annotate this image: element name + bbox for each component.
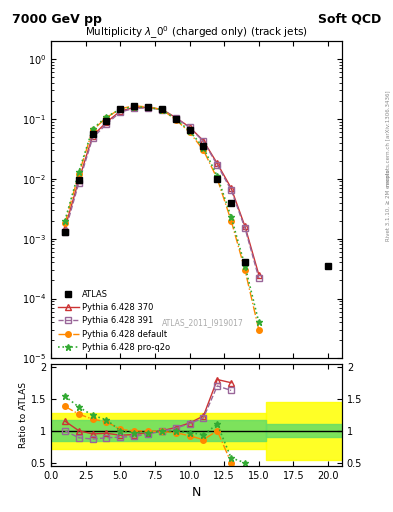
Pythia 6.428 default [215,176,220,182]
Pythia 6.428 default [201,147,206,153]
Pythia 6.428 391 [229,187,233,193]
Pythia 6.428 391 [76,180,81,186]
ATLAS [173,116,178,122]
Line: ATLAS: ATLAS [62,103,331,269]
Pythia 6.428 default [229,218,233,224]
Pythia 6.428 pro-q2o [229,214,233,220]
Pythia 6.428 370 [62,225,67,231]
X-axis label: N: N [192,486,201,499]
Pythia 6.428 pro-q2o [90,126,95,132]
Pythia 6.428 370 [173,115,178,121]
Pythia 6.428 default [242,267,247,273]
Pythia 6.428 pro-q2o [62,218,67,224]
Pythia 6.428 pro-q2o [132,103,136,110]
Pythia 6.428 370 [104,119,109,125]
Pythia 6.428 default [104,115,109,121]
Pythia 6.428 default [62,220,67,226]
Pythia 6.428 370 [201,138,206,144]
Pythia 6.428 pro-q2o [215,173,220,179]
ATLAS [62,229,67,235]
Text: 7000 GeV pp: 7000 GeV pp [12,13,102,26]
Line: Pythia 6.428 370: Pythia 6.428 370 [62,104,262,278]
Pythia 6.428 370 [132,104,136,111]
ATLAS [118,106,123,112]
Pythia 6.428 391 [173,115,178,121]
Pythia 6.428 default [146,104,151,110]
ATLAS [132,103,136,109]
Pythia 6.428 391 [201,138,206,144]
Pythia 6.428 370 [90,133,95,139]
Y-axis label: Ratio to ATLAS: Ratio to ATLAS [19,382,28,447]
Text: mcplots.cern.ch [arXiv:1306.3436]: mcplots.cern.ch [arXiv:1306.3436] [386,91,391,186]
Pythia 6.428 370 [76,177,81,183]
Pythia 6.428 391 [160,106,164,113]
Pythia 6.428 391 [104,121,109,127]
ATLAS [242,260,247,266]
Pythia 6.428 391 [90,135,95,141]
Pythia 6.428 default [90,127,95,133]
Pythia 6.428 370 [257,271,261,278]
Pythia 6.428 pro-q2o [257,319,261,326]
Text: ATLAS_2011_I919017: ATLAS_2011_I919017 [162,317,243,327]
Line: Pythia 6.428 391: Pythia 6.428 391 [62,105,262,281]
ATLAS [187,127,192,133]
Pythia 6.428 default [173,117,178,123]
ATLAS [326,263,331,269]
Pythia 6.428 pro-q2o [242,263,247,269]
Pythia 6.428 default [118,105,123,112]
Pythia 6.428 pro-q2o [104,114,109,120]
Pythia 6.428 391 [215,162,220,168]
Title: Multiplicity $\lambda\_0^0$ (charged only) (track jets): Multiplicity $\lambda\_0^0$ (charged onl… [85,25,308,41]
Pythia 6.428 pro-q2o [173,116,178,122]
Pythia 6.428 default [132,103,136,109]
Pythia 6.428 391 [187,124,192,131]
Line: Pythia 6.428 pro-q2o: Pythia 6.428 pro-q2o [61,103,262,326]
Pythia 6.428 pro-q2o [76,169,81,175]
Line: Pythia 6.428 default: Pythia 6.428 default [62,103,262,333]
ATLAS [146,103,151,110]
Pythia 6.428 391 [242,225,247,231]
ATLAS [201,143,206,149]
Pythia 6.428 pro-q2o [187,128,192,134]
Pythia 6.428 391 [118,109,123,115]
Pythia 6.428 default [257,327,261,333]
Pythia 6.428 pro-q2o [201,144,206,151]
ATLAS [76,177,81,183]
Pythia 6.428 391 [257,275,261,281]
Pythia 6.428 default [76,171,81,177]
Pythia 6.428 391 [132,105,136,112]
Pythia 6.428 370 [146,104,151,111]
Pythia 6.428 370 [242,223,247,229]
Pythia 6.428 pro-q2o [160,106,164,113]
Pythia 6.428 pro-q2o [146,104,151,111]
ATLAS [229,200,233,206]
Pythia 6.428 370 [187,124,192,130]
Pythia 6.428 370 [118,108,123,114]
ATLAS [104,118,109,124]
Pythia 6.428 391 [146,105,151,111]
Pythia 6.428 391 [62,229,67,235]
Text: Rivet 3.1.10, ≥ 2M events: Rivet 3.1.10, ≥ 2M events [386,169,391,241]
Legend: ATLAS, Pythia 6.428 370, Pythia 6.428 391, Pythia 6.428 default, Pythia 6.428 pr: ATLAS, Pythia 6.428 370, Pythia 6.428 39… [55,288,173,354]
ATLAS [215,176,220,182]
Pythia 6.428 370 [215,160,220,166]
ATLAS [160,106,164,112]
Pythia 6.428 370 [160,106,164,112]
Pythia 6.428 370 [229,185,233,191]
ATLAS [90,132,95,138]
Pythia 6.428 pro-q2o [118,106,123,112]
Text: Soft QCD: Soft QCD [318,13,381,26]
Pythia 6.428 default [187,129,192,135]
Pythia 6.428 default [160,106,164,113]
